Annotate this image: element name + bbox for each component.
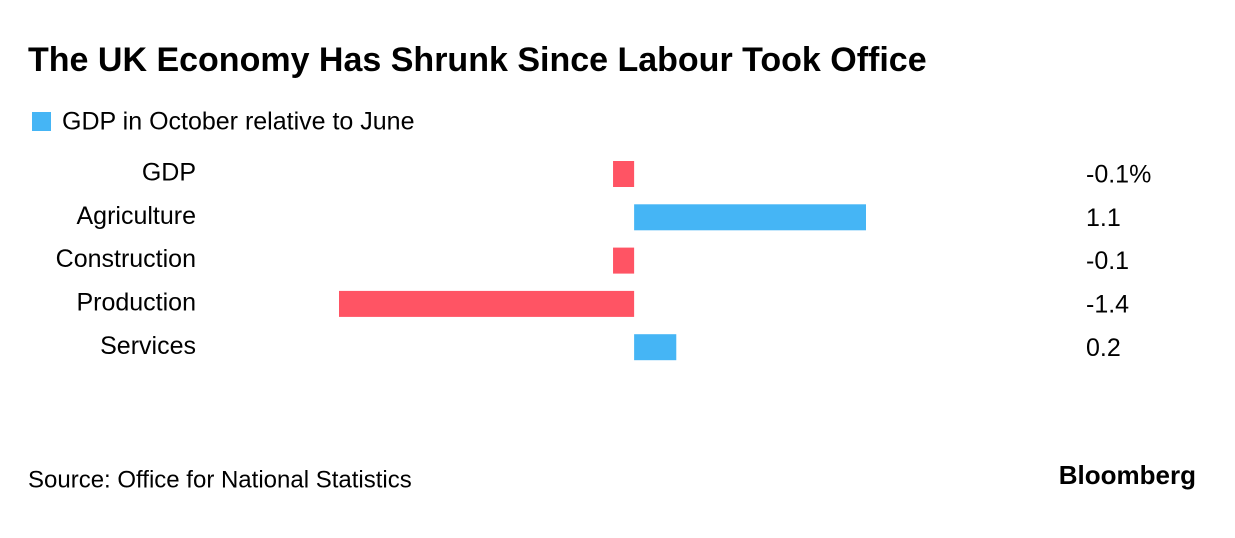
category-label: Construction xyxy=(56,245,196,273)
category-label: Agriculture xyxy=(77,202,197,230)
bar xyxy=(634,204,866,231)
value-label: 0.2 xyxy=(1086,334,1121,362)
chart-title: The UK Economy Has Shrunk Since Labour T… xyxy=(28,41,927,79)
value-label: 1.1 xyxy=(1086,204,1121,232)
category-label: Services xyxy=(100,332,196,360)
value-label: -0.1% xyxy=(1086,161,1151,189)
bar xyxy=(613,161,635,187)
value-label: -1.4 xyxy=(1086,291,1129,319)
legend-label: GDP in October relative to June xyxy=(62,108,415,136)
category-label: Production xyxy=(76,289,196,317)
bar xyxy=(634,334,677,361)
value-label: -0.1 xyxy=(1086,247,1129,275)
source: Source: Office for National Statistics xyxy=(28,466,412,493)
brand-logo: Bloomberg xyxy=(1059,460,1196,490)
legend-swatch xyxy=(32,112,51,131)
category-label: GDP xyxy=(142,159,196,187)
bar xyxy=(613,247,635,274)
bar xyxy=(339,290,635,317)
